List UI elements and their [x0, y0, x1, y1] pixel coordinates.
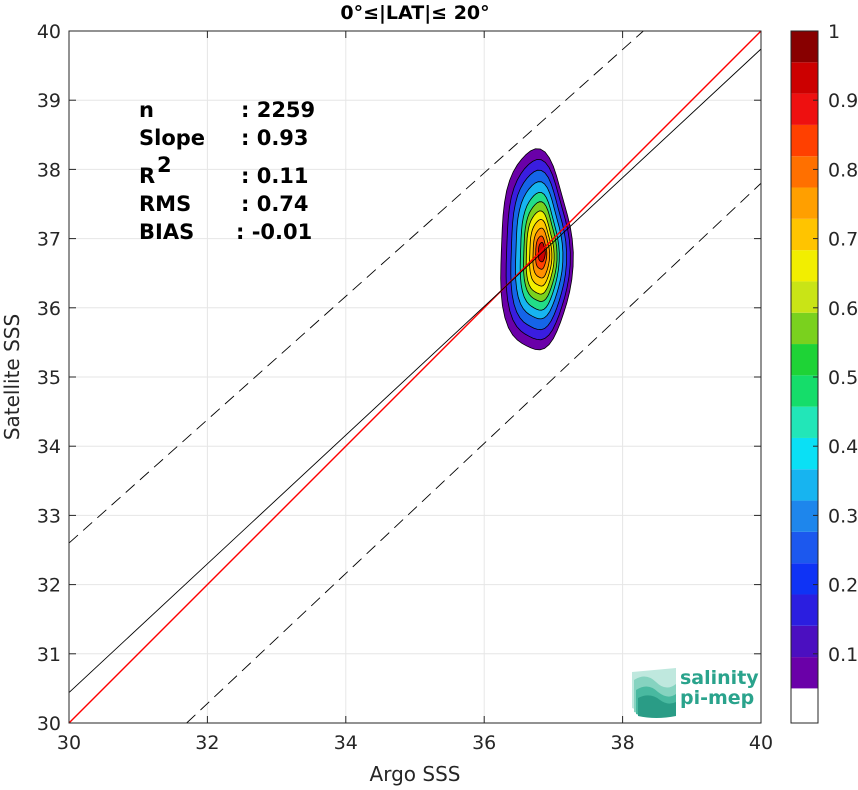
colorbar-band — [791, 688, 818, 723]
statistics-box: n : 2259 Slope : 0.93 R 2 : 0.11 RMS : 0.74 BIAS:… — [139, 98, 315, 244]
colorbar-band — [791, 625, 818, 658]
lower-bound-dashed-line — [186, 182, 762, 724]
colorbar-band — [791, 375, 818, 407]
logo-text-pi-mep: pi-mep — [680, 687, 754, 709]
x-tick-label: 40 — [749, 732, 773, 754]
colorbar-band — [791, 62, 818, 94]
colorbar-band — [791, 187, 818, 219]
y-tick-label: 36 — [37, 298, 61, 320]
stat-value: : 0.93 — [241, 126, 309, 150]
stat-value: : 2259 — [241, 98, 315, 122]
y-tick-label: 30 — [37, 713, 61, 735]
y-axis-ticks: 30 31 32 33 34 35 36 37 38 39 40 — [37, 21, 761, 735]
colorbar-band — [791, 406, 818, 438]
colorbar-band — [791, 344, 818, 376]
colorbar-band — [791, 563, 818, 595]
y-tick-label: 34 — [37, 436, 61, 458]
colorbar-band — [791, 437, 818, 470]
colorbar-band — [791, 250, 818, 282]
y-tick-label: 38 — [37, 159, 61, 181]
colorbar-tick-label: 0.4 — [828, 436, 858, 458]
colorbar-tick-label: 0.2 — [828, 575, 858, 597]
y-tick-label: 39 — [37, 90, 61, 112]
reference-lines — [68, 30, 762, 724]
colorbar-band — [791, 124, 818, 157]
colorbar-tick-label: 0.3 — [828, 505, 858, 527]
stat-row-n: n : 2259 — [139, 98, 315, 122]
colorbar-tick-label: 0.5 — [828, 367, 858, 389]
colorbar-tick-label: 0.8 — [828, 159, 858, 181]
x-tick-label: 32 — [195, 732, 219, 754]
colorbar-band — [791, 500, 818, 532]
y-tick-label: 35 — [37, 367, 61, 389]
stat-row-slope: Slope : 0.93 — [139, 126, 309, 150]
colorbar-band — [791, 31, 818, 63]
y-tick-label: 40 — [37, 21, 61, 43]
colorbar-tick-label: 0.6 — [828, 298, 858, 320]
colorbar-band — [791, 218, 818, 251]
one-to-one-line — [68, 30, 762, 724]
x-tick-label: 30 — [57, 732, 81, 754]
y-tick-label: 32 — [37, 575, 61, 597]
colorbar-band — [791, 469, 818, 501]
x-axis-ticks: 30 32 34 36 38 40 — [57, 31, 773, 754]
stat-value: : 0.74 — [241, 192, 309, 216]
colorbar-band — [791, 531, 818, 564]
y-tick-label: 37 — [37, 229, 61, 251]
regression-fit-line — [68, 48, 762, 693]
y-axis-label: Satellite SSS — [0, 314, 24, 440]
density-contour-0.95 — [537, 242, 546, 263]
stat-label: BIAS — [139, 220, 194, 244]
colorbar-band — [791, 156, 818, 188]
stat-label: n — [139, 98, 154, 122]
wave-logo-icon — [632, 668, 676, 718]
stat-label: Slope — [139, 126, 205, 150]
stat-label-superscript: 2 — [157, 153, 172, 177]
stat-value: : -0.01 — [236, 220, 312, 244]
x-tick-label: 36 — [472, 732, 496, 754]
density-contours — [500, 148, 574, 351]
colorbar: 0.1 0.2 0.3 0.4 0.5 0.6 0.7 0.8 0.9 1 — [790, 21, 858, 724]
colorbar-tick-label: 0.1 — [828, 644, 858, 666]
stat-row-rms: RMS : 0.74 — [139, 192, 309, 216]
colorbar-tick-label: 0.7 — [828, 229, 858, 251]
colorbar-band — [791, 594, 818, 626]
stat-label: R — [139, 164, 155, 188]
stat-label: RMS — [139, 192, 191, 216]
colorbar-band — [791, 312, 818, 345]
x-tick-label: 38 — [611, 732, 635, 754]
stat-value: : 0.11 — [241, 164, 309, 188]
colorbar-tick-label: 1 — [828, 21, 840, 43]
logo-text-salinity: salinity — [680, 667, 759, 689]
stat-row-bias: BIAS : -0.01 — [139, 220, 312, 244]
y-tick-label: 31 — [37, 644, 61, 666]
upper-bound-dashed-line — [68, 30, 644, 544]
colorbar-tick-label: 0.9 — [828, 90, 858, 112]
x-axis-label: Argo SSS — [370, 762, 461, 786]
y-tick-label: 33 — [37, 505, 61, 527]
chart-title: 0°≤|LAT|≤ 20° — [340, 2, 489, 24]
salinity-pi-mep-logo: salinity pi-mep — [632, 667, 759, 718]
colorbar-band — [791, 93, 818, 125]
x-tick-label: 34 — [334, 732, 358, 754]
colorbar-band — [791, 657, 818, 689]
